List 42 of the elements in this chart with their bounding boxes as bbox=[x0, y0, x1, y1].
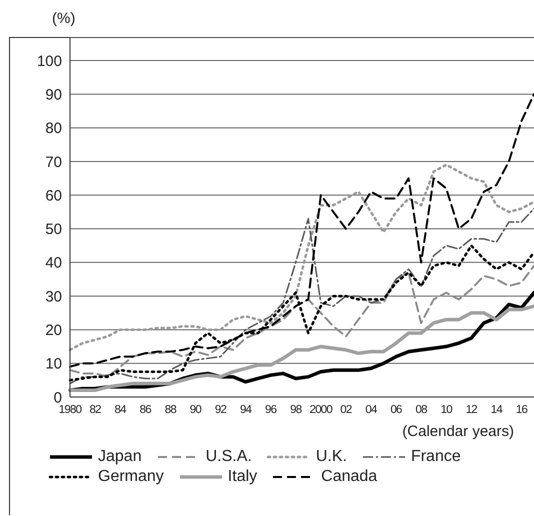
y-tick-label: 70 bbox=[45, 154, 62, 171]
x-tick-label: 06 bbox=[390, 404, 402, 416]
x-tick-label: 14 bbox=[490, 404, 504, 416]
x-tick-label: 08 bbox=[416, 404, 428, 416]
legend-label: Germany bbox=[98, 468, 164, 486]
legend-label: Italy bbox=[228, 468, 258, 486]
y-tick-label: 100 bbox=[36, 52, 62, 70]
line-series bbox=[69, 264, 534, 378]
legend-label: U.K. bbox=[316, 448, 347, 466]
x-axis-title: (Calendar years) bbox=[402, 423, 514, 440]
y-tick-label: 30 bbox=[45, 288, 62, 306]
y-tick-label: 0 bbox=[54, 389, 62, 406]
x-tick-label: 88 bbox=[164, 404, 176, 416]
x-tick-label: 1980 bbox=[58, 404, 82, 416]
y-tick-label: 20 bbox=[45, 322, 62, 340]
line-series bbox=[68, 164, 534, 352]
x-tick-label: 04 bbox=[365, 404, 378, 416]
legend-label: U.S.A. bbox=[206, 448, 252, 466]
x-tick-label: 12 bbox=[466, 404, 478, 416]
x-tick-label: 90 bbox=[190, 404, 202, 416]
x-tick-label: 92 bbox=[214, 404, 226, 416]
y-axis-title: (%) bbox=[52, 10, 76, 27]
legend-label: France bbox=[410, 448, 461, 466]
x-tick-label: 86 bbox=[140, 404, 152, 416]
x-tick-label: 16 bbox=[516, 404, 528, 416]
x-tick-label: 98 bbox=[290, 404, 302, 416]
y-tick-label: 90 bbox=[45, 86, 62, 104]
legend-label: Canada bbox=[321, 468, 378, 486]
x-tick-label: 94 bbox=[240, 404, 253, 416]
x-tick-label: 82 bbox=[89, 404, 102, 416]
x-tick-label: 10 bbox=[440, 404, 452, 416]
y-tick-label: 60 bbox=[45, 187, 62, 204]
x-tick-label: 96 bbox=[265, 404, 277, 416]
y-tick-label: 10 bbox=[45, 356, 62, 373]
y-tick-label: 40 bbox=[45, 254, 62, 272]
y-tick-label: 80 bbox=[45, 120, 62, 138]
x-tick-label: 84 bbox=[114, 404, 128, 416]
legend-label: Japan bbox=[98, 448, 142, 466]
line-series bbox=[69, 208, 534, 384]
x-tick-label: 02 bbox=[340, 404, 352, 416]
y-tick-label: 50 bbox=[45, 221, 62, 238]
x-tick-label: 2000 bbox=[310, 404, 332, 416]
